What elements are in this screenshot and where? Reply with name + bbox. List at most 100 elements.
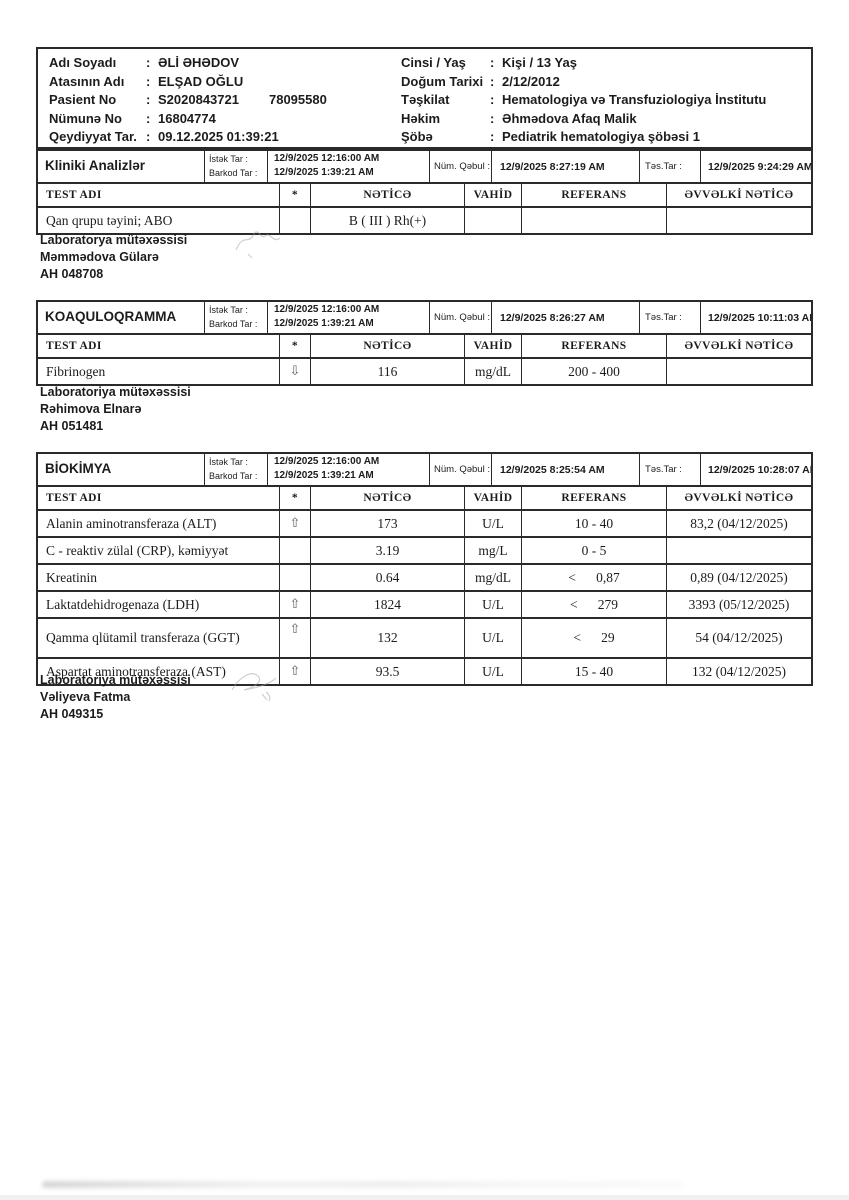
table-row-crp: C - reaktiv zülal (CRP), kəmiyyət 3.19 m… bbox=[38, 536, 811, 563]
patient-name-row: Adı Soyadı: ƏLİ ƏHƏDOV bbox=[49, 54, 401, 73]
col-result: NƏTİCƏ bbox=[310, 184, 464, 206]
colon: : bbox=[490, 73, 495, 89]
result-value: 93.5 bbox=[310, 659, 464, 684]
colon: : bbox=[146, 55, 151, 70]
reference-range: 15 - 40 bbox=[521, 659, 666, 684]
column-header-row: TEST ADI * NƏTİCƏ VAHİD REFERANS ƏVVƏLKİ… bbox=[38, 184, 811, 206]
previous-result: 83,2 (04/12/2025) bbox=[666, 511, 811, 536]
confirm-date-value: 12/9/2025 9:24:29 AM bbox=[700, 151, 811, 182]
result-value: 116 bbox=[310, 359, 464, 384]
col-previous-result: ƏVVƏLKİ NƏTİCƏ bbox=[666, 487, 811, 509]
biochemistry-table: BİOKİMYA İstək Tar : Barkod Tar : 12/9/2… bbox=[36, 452, 813, 686]
field-value: 16804774 bbox=[158, 110, 216, 126]
sample-accept-value: 12/9/2025 8:25:54 AM bbox=[491, 454, 639, 485]
field-label: Qeydiyyat Tar. bbox=[49, 129, 137, 145]
up-arrow-icon: ⇧ bbox=[279, 659, 310, 684]
col-result: NƏTİCƏ bbox=[310, 335, 464, 357]
result-value: 3.19 bbox=[310, 538, 464, 563]
col-test-name: TEST ADI bbox=[46, 189, 102, 201]
specialist-title: Laboratorya mütəxəssisi bbox=[40, 233, 188, 247]
specialist-title: Laboratoriya mütəxəssisi bbox=[40, 385, 191, 399]
unit-value bbox=[464, 208, 521, 233]
signature-scribble bbox=[231, 673, 277, 702]
test-name: Qamma qlütamil transferaza (GGT) bbox=[46, 630, 240, 645]
down-arrow-icon: ⇩ bbox=[279, 359, 310, 384]
up-arrow-icon: ⇧ bbox=[279, 511, 310, 536]
colon: : bbox=[146, 129, 151, 145]
col-flag: * bbox=[279, 335, 310, 357]
specialist-name: Məmmədova Gülarə bbox=[40, 250, 159, 264]
col-unit: VAHİD bbox=[464, 335, 521, 357]
signature-scribble bbox=[235, 231, 281, 259]
request-barcode-labels: İstək Tar : Barkod Tar : bbox=[204, 302, 267, 333]
department-row: Şöbə: Pediatrik hematologiya şöbəsi 1 bbox=[401, 128, 811, 147]
table-row-creatinine: Kreatinin 0.64 mg/dL < 0,87 0,89 (04/12/… bbox=[38, 563, 811, 590]
barcode-date-label: Barkod Tar : bbox=[209, 168, 258, 178]
doctor-row: Həkim: Əhmədova Afaq Malik bbox=[401, 110, 811, 129]
field-label: Şöbə bbox=[401, 129, 433, 145]
unit-value: U/L bbox=[464, 619, 521, 657]
confirm-date-label: Təs.Tar : bbox=[639, 454, 700, 485]
unit-value: U/L bbox=[464, 659, 521, 684]
specialist-title: Laboratoriya mütəxəssisi bbox=[40, 673, 191, 687]
request-barcode-dates: 12/9/2025 12:16:00 AM 12/9/2025 1:39:21 … bbox=[267, 302, 429, 333]
organization-row: Təşkilat: Hematologiya və Transfuziologiy… bbox=[401, 91, 811, 110]
field-label: Təşkilat bbox=[401, 92, 450, 108]
request-date-value: 12/9/2025 12:16:00 AM bbox=[274, 153, 380, 164]
col-reference: REFERANS bbox=[521, 335, 666, 357]
test-name: Qan qrupu təyini; ABO bbox=[46, 212, 173, 228]
col-previous-result: ƏVVƏLKİ NƏTİCƏ bbox=[666, 184, 811, 206]
result-value: 173 bbox=[310, 511, 464, 536]
colon: : bbox=[490, 92, 495, 108]
request-date-label: İstək Tar : bbox=[209, 457, 248, 467]
previous-result: 3393 (05/12/2025) bbox=[666, 592, 811, 617]
request-barcode-dates: 12/9/2025 12:16:00 AM 12/9/2025 1:39:21 … bbox=[267, 151, 429, 182]
unit-value: mg/dL bbox=[464, 565, 521, 590]
previous-result: 0,89 (04/12/2025) bbox=[666, 565, 811, 590]
table-header-band: KOAQULOQRAMMA İstək Tar : Barkod Tar : 1… bbox=[38, 302, 811, 335]
field-label: Atasının Adı bbox=[49, 73, 125, 89]
up-arrow-icon: ⇧ bbox=[279, 619, 310, 657]
result-flag bbox=[279, 208, 310, 233]
clinical-analysis-table: Kliniki Analizlər İstək Tar : Barkod Tar… bbox=[36, 149, 813, 235]
unit-value: mg/dL bbox=[464, 359, 521, 384]
result-value: B ( III ) Rh(+) bbox=[310, 208, 464, 233]
request-date-value: 12/9/2025 12:16:00 AM bbox=[274, 456, 380, 467]
sample-accept-value: 12/9/2025 8:27:19 AM bbox=[491, 151, 639, 182]
patient-info-right-column: Cinsi / Yaş: Kişi / 13 Yaş Doğum Tarixi:2… bbox=[401, 54, 811, 147]
test-name: Fibrinogen bbox=[46, 363, 106, 379]
test-name: Laktatdehidrogenaza (LDH) bbox=[46, 596, 200, 612]
field-label: Nümunə No bbox=[49, 110, 122, 126]
specialist-block: Laboratoriya mütəxəssisi Vəliyeva Fatma … bbox=[40, 672, 277, 723]
col-previous-result: ƏVVƏLKİ NƏTİCƏ bbox=[666, 335, 811, 357]
barcode-date-value: 12/9/2025 1:39:21 AM bbox=[274, 318, 374, 329]
column-header-row: TEST ADI * NƏTİCƏ VAHİD REFERANS ƏVVƏLKİ… bbox=[38, 487, 811, 509]
request-date-label: İstək Tar : bbox=[209, 305, 248, 315]
col-result: NƏTİCƏ bbox=[310, 487, 464, 509]
result-flag bbox=[279, 565, 310, 590]
field-value: Kişi / 13 Yaş bbox=[502, 55, 577, 70]
table-header-band: BİOKİMYA İstək Tar : Barkod Tar : 12/9/2… bbox=[38, 454, 811, 487]
col-reference: REFERANS bbox=[521, 487, 666, 509]
field-value: ƏLİ ƏHƏDOV bbox=[158, 55, 240, 70]
reference-range: 200 - 400 bbox=[521, 359, 666, 384]
result-value: 132 bbox=[310, 619, 464, 657]
specialist-name: Vəliyeva Fatma bbox=[40, 690, 131, 704]
specialist-block: Laboratorya mütəxəssisi Məmmədova Gülarə… bbox=[40, 231, 281, 283]
result-flag-glyph: ⇧ bbox=[289, 597, 301, 612]
unit-value: U/L bbox=[464, 592, 521, 617]
specialist-block: Laboratoriya mütəxəssisi Rəhimova Elnarə… bbox=[40, 384, 191, 435]
colon: : bbox=[490, 110, 495, 126]
confirm-date-value: 12/9/2025 10:28:07 AM bbox=[700, 454, 811, 485]
confirm-date-label: Təs.Tar : bbox=[639, 302, 700, 333]
patient-no-row: Pasient No: S2020843721 78095580 bbox=[49, 91, 401, 110]
reference-range: < 279 bbox=[521, 592, 666, 617]
field-value: ELŞAD OĞLU bbox=[158, 73, 244, 89]
specialist-id: AH 051481 bbox=[40, 419, 104, 433]
reference-range: < 0,87 bbox=[521, 565, 666, 590]
specialist-name: Rəhimova Elnarə bbox=[40, 402, 142, 416]
colon: : bbox=[490, 129, 495, 145]
patient-info-box: Adı Soyadı: ƏLİ ƏHƏDOV Atasının Adı: ELŞAD… bbox=[36, 47, 813, 149]
test-name: Alanin aminotransferaza (ALT) bbox=[46, 515, 217, 531]
